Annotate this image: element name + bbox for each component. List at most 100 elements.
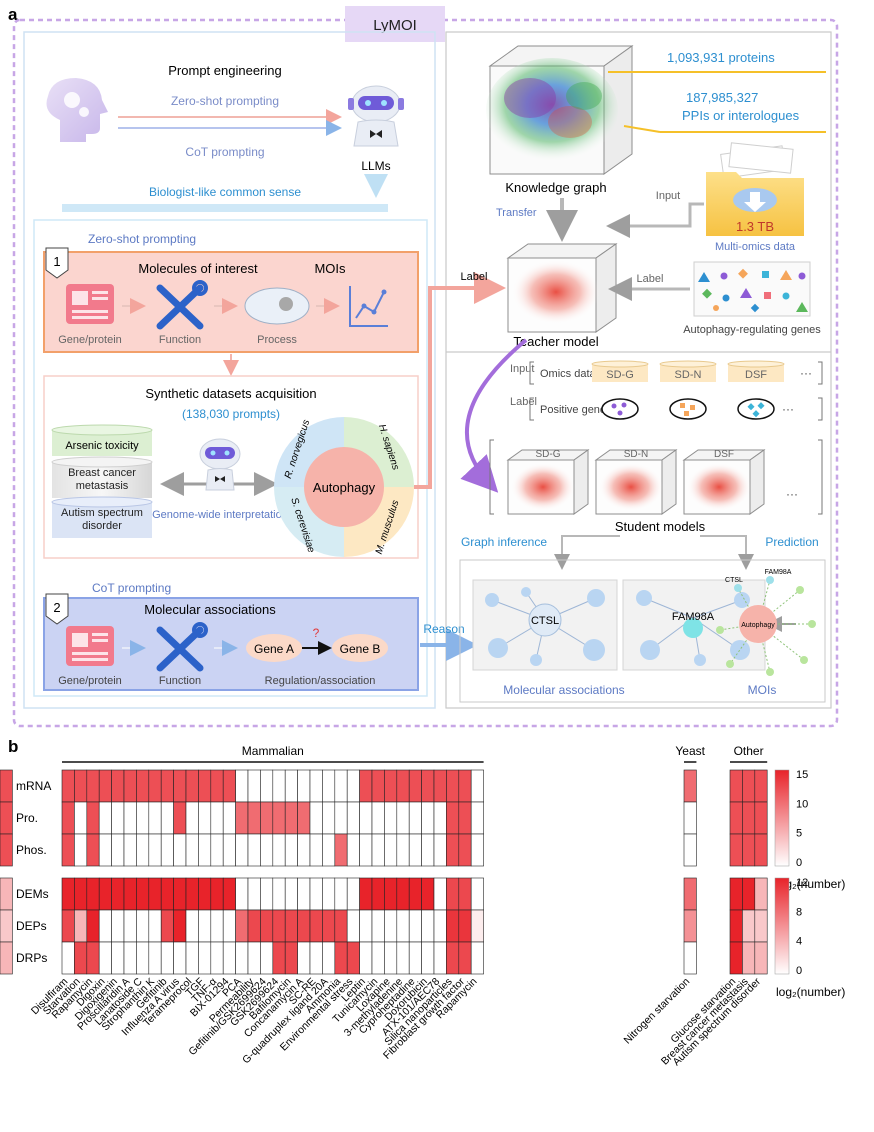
heatmap-cell-top-0-11 — [198, 769, 212, 803]
heatmap-cell-bottom-2-0 — [61, 941, 75, 975]
heatmap-cell-bottom-1-12 — [210, 909, 224, 943]
heatmap-cell-top-2-37 — [754, 833, 768, 867]
heatmap-cell-bottom-1-4 — [111, 909, 125, 943]
heatmap-cell-bottom-0-18 — [284, 877, 298, 911]
heatmap-cell-bottom-2-27 — [396, 941, 410, 975]
heatmap-cell-top-0-22 — [334, 769, 348, 803]
heatmap-cell-top-2-12 — [210, 833, 224, 867]
heatmap-cell-bottom-0-9 — [173, 877, 187, 911]
step2-prompting-label: CoT prompting — [92, 581, 171, 595]
step2-heading: Molecular associations — [144, 602, 276, 617]
heatmap-cell-top-1-3 — [98, 801, 112, 835]
student-dsf: DSF — [714, 449, 734, 460]
teacher-model-cube — [506, 243, 618, 333]
heatmap-cell-bottom-1-17 — [272, 909, 286, 943]
heatmap-cell-bottom-2-26 — [384, 941, 398, 975]
heatmap-cell-bottom-1-19 — [297, 909, 311, 943]
legend-tick-top-2: 5 — [796, 828, 802, 840]
heatmap-cell-top-0-31 — [446, 769, 460, 803]
legend-tick-bottom-1: 8 — [796, 906, 802, 918]
heatmap-cell-bottom-1-25 — [371, 909, 385, 943]
heatmap-cell-bottom-2-12 — [210, 941, 224, 975]
step1-number-badge — [45, 247, 69, 279]
common-sense-bar — [62, 204, 388, 212]
proteins-count: 1,093,931 proteins — [667, 50, 775, 65]
heatmap-cell-top-0-36 — [742, 769, 756, 803]
to-prediction-arrow — [700, 535, 754, 570]
prompt-engineering-heading: Prompt engineering — [168, 63, 281, 78]
heatmap-cell-top-0-1 — [74, 769, 88, 803]
input-arrow — [606, 202, 704, 238]
heatmap-cell-bottom-1-34 — [683, 909, 697, 943]
heatmap-cell-bottom-2-28 — [408, 941, 422, 975]
heatmap-cell-bottom-2-17 — [272, 941, 286, 975]
heatmap-cell-top-2-24 — [359, 833, 373, 867]
graph-inference-label: Graph inference — [461, 535, 547, 549]
heatmap-cell-top-1-37 — [754, 801, 768, 835]
heatmap-cell-bottom-2-18 — [284, 941, 298, 975]
ppis-label: PPIs or interologues — [682, 108, 800, 123]
heatmap-cell-bottom-1-6 — [136, 909, 150, 943]
heatmap-cell-bottom-0-10 — [185, 877, 199, 911]
panel-b-letter: b — [8, 737, 18, 756]
heatmap-cell-top-2-18 — [284, 833, 298, 867]
omics-cylinders — [591, 360, 785, 382]
autophagy-genes-label: Autophagy-regulating genes — [683, 324, 821, 336]
heatmap-cell-bottom-1-29 — [421, 909, 435, 943]
heatmap-cell-bottom-1-20 — [309, 909, 323, 943]
heatmap-cell-bottom-0-12 — [210, 877, 224, 911]
heatmap-cell-bottom-0-0 — [61, 877, 75, 911]
omics-ellipsis: ··· — [800, 366, 812, 380]
step2-step-regulation: Regulation/association — [265, 675, 376, 687]
heatmap-cell-bottom-0-29 — [421, 877, 435, 911]
heatmap-cell-top-2-27 — [396, 833, 410, 867]
heatmap-cell-top-1-36 — [742, 801, 756, 835]
heatmap-cell-top-1-14 — [235, 801, 249, 835]
heatmap-cell-bottom-2-22 — [334, 941, 348, 975]
heatmap-cell-top-1-38 — [0, 801, 13, 835]
heatmap-cell-top-1-27 — [396, 801, 410, 835]
positive-ellipsis: ··· — [782, 402, 794, 416]
heatmap-cell-top-0-29 — [421, 769, 435, 803]
left-label-word: Label — [461, 271, 488, 283]
molecular-associations-label: Molecular associations — [503, 683, 624, 697]
heatmap-cell-top-2-17 — [272, 833, 286, 867]
omics-bracket-left — [529, 361, 534, 385]
heatmap-cell-top-0-8 — [160, 769, 174, 803]
to-graph-inference-arrow — [554, 535, 620, 570]
interpretation-line1: Genome-wide interpretation — [152, 509, 288, 521]
heatmap-cell-bottom-0-6 — [136, 877, 150, 911]
teacher-model-label: Teacher model — [513, 334, 598, 349]
heatmap-cell-top-0-26 — [384, 769, 398, 803]
teacher-to-student-arc — [460, 338, 528, 493]
heatmap-cell-bottom-2-23 — [346, 941, 360, 975]
heatmap-cell-bottom-2-4 — [111, 941, 125, 975]
ctsl-label: CTSL — [531, 615, 559, 627]
heatmap-cell-top-1-29 — [421, 801, 435, 835]
heatmap-cell-bottom-0-11 — [198, 877, 212, 911]
heatmap-cell-bottom-2-29 — [421, 941, 435, 975]
heatmap-cell-bottom-2-35 — [729, 941, 743, 975]
heatmap-cell-top-2-1 — [74, 833, 88, 867]
row-label-top-0: mRNA — [16, 779, 51, 793]
heatmap-cell-bottom-2-7 — [148, 941, 162, 975]
omics-data-label: Omics data — [540, 368, 597, 380]
heatmap-cell-bottom-0-17 — [272, 877, 286, 911]
positive-gene-ellipses — [601, 398, 775, 420]
group-label-other: Other — [734, 744, 764, 758]
gene-markers — [698, 268, 808, 313]
heatmap-cell-bottom-0-33 — [470, 877, 484, 911]
robot-llm-icon — [348, 85, 404, 147]
multi-omics-size: 1.3 TB — [736, 219, 774, 234]
heatmap-cell-top-1-35 — [729, 801, 743, 835]
heatmap-cell-bottom-1-0 — [61, 909, 75, 943]
heatmap-cell-top-0-13 — [222, 769, 236, 803]
omics-sdg: SD-G — [606, 369, 634, 381]
heatmap-cell-bottom-2-16 — [260, 941, 274, 975]
heatmap-cell-top-0-19 — [297, 769, 311, 803]
heatmap-cell-top-2-19 — [297, 833, 311, 867]
heatmap-cell-top-0-28 — [408, 769, 422, 803]
panel-a-letter: a — [8, 5, 18, 24]
heatmap-cell-bottom-1-11 — [198, 909, 212, 943]
